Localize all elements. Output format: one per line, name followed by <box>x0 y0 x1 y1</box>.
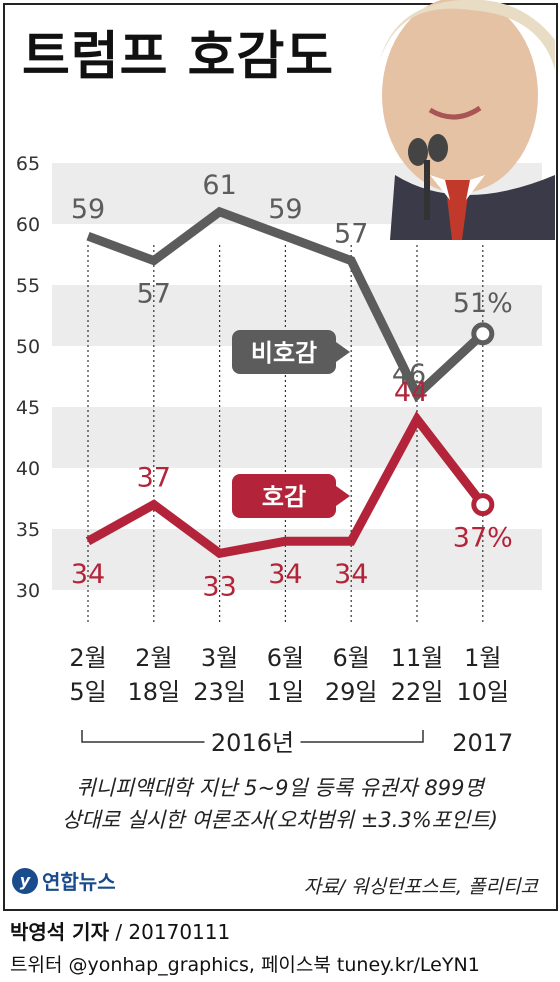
data-label: 57 <box>137 279 171 310</box>
year-label: 2016년 <box>211 729 294 757</box>
y-tick-label: 45 <box>16 397 40 419</box>
y-tick-label: 40 <box>16 458 40 480</box>
year-groups: 2016년 2017 <box>81 729 513 757</box>
data-label: 59 <box>268 194 302 225</box>
end-point-1 <box>471 493 495 517</box>
source-credit: 자료/ 워싱턴포스트, 폴리티코 <box>303 876 538 898</box>
legend-0: 비호감 <box>232 330 350 374</box>
byline: 박영석 기자 / 20170111 <box>10 916 230 945</box>
legend-1: 호감 <box>232 474 350 518</box>
data-label: 33 <box>202 571 236 602</box>
x-tick-label: 11월 <box>391 644 444 672</box>
grid-band <box>52 407 542 468</box>
x-guidelines <box>87 245 484 625</box>
x-tick-label: 6월 <box>333 644 370 672</box>
logo-text: 연합뉴스 <box>42 870 116 894</box>
data-label: 44 <box>394 377 428 408</box>
y-tick-label: 35 <box>16 519 40 541</box>
data-label: 46 <box>392 359 426 390</box>
x-tick-label: 2월 <box>69 644 106 672</box>
y-tick-label: 30 <box>16 580 40 602</box>
data-label: 37% <box>453 523 513 554</box>
social-links: 트위터 @yonhap_graphics, 페이스북 tuney.kr/LeYN… <box>10 954 480 976</box>
series-line-0 <box>86 206 486 403</box>
data-label: 34 <box>334 559 368 590</box>
legend-box <box>232 474 336 518</box>
x-tick-label: 22일 <box>391 678 444 706</box>
x-tick-label: 29일 <box>325 678 378 706</box>
y-tick-label: 60 <box>16 214 40 236</box>
x-tick-label: 3월 <box>201 644 238 672</box>
data-labels: 59 57 61 59 57 46 51% 34 37 33 34 34 44 37% <box>71 170 513 603</box>
legend-pointer <box>336 486 350 506</box>
y-tick-label: 65 <box>16 153 40 175</box>
end-point-0 <box>471 322 495 346</box>
series-lines <box>85 206 487 559</box>
data-label: 57 <box>334 219 368 250</box>
byline-date: / 20170111 <box>115 920 231 944</box>
survey-note-line-2: 상대로 실시한 여론조사(오차범위 ±3.3%포인트) <box>62 808 498 832</box>
y-tick-label: 50 <box>16 336 40 358</box>
data-label: 34 <box>268 559 302 590</box>
y-tick-label: 55 <box>16 275 40 297</box>
x-tick-label: 1일 <box>267 678 304 706</box>
yonhap-logo: y 연합뉴스 <box>12 866 116 895</box>
x-tick-label: 18일 <box>127 678 180 706</box>
trump-photo-icon <box>380 0 555 240</box>
x-axis-ticks: 2월 5일 2월 18일 3월 23일 6월 1일 6월 29일 11월 22일 1월 10일 <box>69 644 509 706</box>
data-points <box>471 322 495 517</box>
data-label: 34 <box>71 559 105 590</box>
x-tick-label: 2월 <box>135 644 172 672</box>
y-axis-ticks: 65 60 55 50 45 40 35 30 <box>16 153 40 602</box>
data-label: 37 <box>137 463 171 494</box>
x-tick-label: 10일 <box>456 678 509 706</box>
chart: 65 60 55 50 45 40 35 30 59 57 61 59 57 46 51% 34 37 33 34… <box>16 0 555 757</box>
page-title: 트럼프 호감도 <box>22 27 335 87</box>
series-line-1 <box>85 410 487 559</box>
x-tick-label: 6월 <box>267 644 304 672</box>
legend-pointer <box>336 342 350 362</box>
survey-note-line-1: 퀴니피액대학 지난 5~9일 등록 유권자 899명 <box>76 776 484 800</box>
year-label: 2017 <box>452 729 513 757</box>
data-label: 61 <box>202 170 236 201</box>
byline-name: 박영석 기자 <box>10 920 109 944</box>
x-tick-label: 1월 <box>464 644 501 672</box>
legend-label: 호감 <box>262 483 306 511</box>
x-tick-label: 23일 <box>193 678 246 706</box>
legend-label: 비호감 <box>251 339 317 367</box>
legend-box <box>232 330 336 374</box>
x-tick-label: 5일 <box>69 678 106 706</box>
data-label: 59 <box>71 194 105 225</box>
data-label: 51% <box>453 288 513 319</box>
year-bracket <box>81 730 424 743</box>
yonhap-logo-icon: y <box>12 867 38 894</box>
